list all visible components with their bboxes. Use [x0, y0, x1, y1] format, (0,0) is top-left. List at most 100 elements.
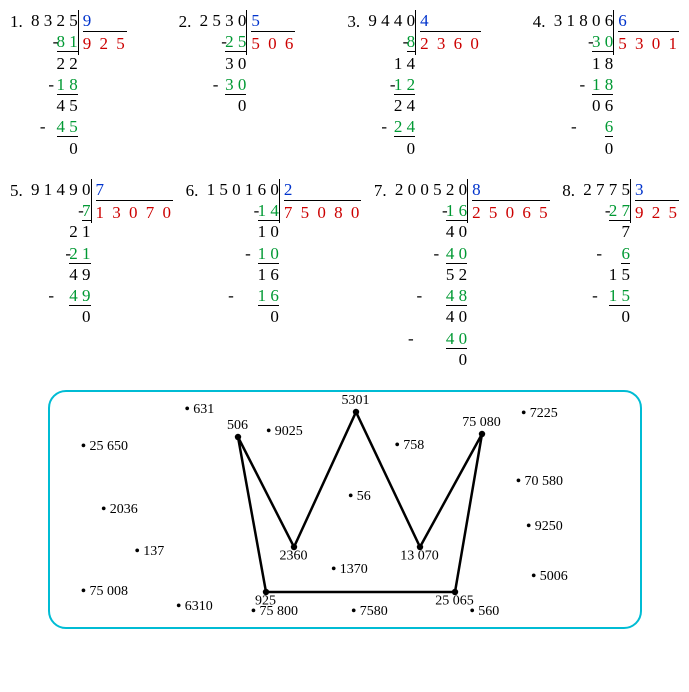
problem-number: 2. — [179, 10, 192, 32]
remainder-row: 4 5 — [27, 95, 78, 116]
quotient: 1 3 0 7 0 — [96, 200, 174, 223]
crown-point: 25 065 — [435, 593, 474, 609]
crown-point: 13 070 — [400, 548, 439, 564]
subtrahend-row: - 1 4 — [202, 200, 279, 221]
subtrahend-row: - 1 6 — [391, 200, 468, 221]
worksheet: 1. 8 3 2 5- 8 1 2 2- 1 8 4 5- 4 5 099 2 … — [10, 10, 679, 629]
problem-number: 3. — [347, 10, 360, 32]
dividend: 3 1 8 0 6 — [549, 10, 613, 31]
distractor-point: 6310 — [176, 599, 212, 615]
subtrahend-row: - 1 8 — [27, 74, 78, 95]
distractor-point: 25 650 — [81, 439, 128, 455]
crown-point: 925 — [255, 593, 276, 609]
division-work-column: 3 1 8 0 6- 3 0 1 8- 1 8 0 6- 6 0 — [549, 10, 613, 159]
remainder-row: 1 8 — [549, 53, 613, 74]
remainder-row: 0 6 — [549, 95, 613, 116]
divisor-quotient-column: 39 2 5 — [630, 179, 679, 224]
divisor: 9 — [83, 10, 127, 31]
problem: 5. 9 1 4 9 0- 7 2 1- 2 1 4 9- 4 9 071 3 … — [10, 179, 173, 370]
dividend: 9 4 4 0 — [364, 10, 415, 31]
distractor-point: 75 008 — [81, 584, 128, 600]
subtrahend-row: - 2 1 — [27, 243, 91, 264]
problem-number: 4. — [533, 10, 546, 32]
remainder-row: 0 — [549, 138, 613, 159]
divisor: 5 — [251, 10, 295, 31]
distractor-point: 137 — [135, 544, 164, 560]
subtrahend-row: - 1 8 — [549, 74, 613, 95]
problem-number: 8. — [562, 179, 575, 201]
problem-number: 6. — [186, 179, 199, 201]
divisor: 2 — [284, 179, 362, 200]
crown-point: 2360 — [280, 548, 308, 564]
problem: 4. 3 1 8 0 6- 3 0 1 8- 1 8 0 6- 6 065 3 … — [533, 10, 679, 159]
remainder-row: 0 — [27, 138, 78, 159]
distractor-point: 5006 — [531, 569, 567, 585]
subtrahend-row: - 4 8 — [391, 285, 468, 306]
crown-vertex-dot — [352, 409, 358, 415]
problems-row-2: 5. 9 1 4 9 0- 7 2 1- 2 1 4 9- 4 9 071 3 … — [10, 179, 679, 370]
problem: 7. 2 0 0 5 2 0- 1 6 4 0- 4 0 5 2- 4 8 4 … — [374, 179, 550, 370]
divisor-quotient-column: 65 3 0 1 — [613, 10, 679, 55]
subtrahend-row: - 1 0 — [202, 243, 279, 264]
connect-dots-box: 6319025758722525 65070 58056203692501371… — [48, 390, 642, 629]
subtrahend-row: - 1 2 — [364, 74, 415, 95]
divisor-quotient-column: 27 5 0 8 0 — [279, 179, 362, 224]
dividend: 2 0 0 5 2 0 — [391, 179, 468, 200]
problem-number: 1. — [10, 10, 23, 32]
remainder-row: 1 4 — [364, 53, 415, 74]
division-work-column: 2 7 7 5- 2 7 7- 6 1 5- 1 5 0 — [579, 179, 630, 328]
quotient: 7 5 0 8 0 — [284, 200, 362, 223]
crown-point: 5301 — [342, 393, 370, 409]
remainder-row: 2 1 — [27, 221, 91, 242]
remainder-row: 1 5 — [579, 264, 630, 285]
remainder-row: 3 0 — [195, 53, 246, 74]
divisor: 6 — [618, 10, 679, 31]
dividend: 2 5 3 0 — [195, 10, 246, 31]
subtrahend-row: - 8 1 — [27, 31, 78, 52]
subtrahend-row: - 2 5 — [195, 31, 246, 52]
division-work-column: 9 4 4 0- 8 1 4- 1 2 2 4- 2 4 0 — [364, 10, 415, 159]
subtrahend-row: - 4 0 — [391, 243, 468, 264]
remainder-row: 4 0 — [391, 221, 468, 242]
remainder-row: 0 — [579, 306, 630, 327]
distractor-point: 9025 — [266, 424, 302, 440]
division-work-column: 2 0 0 5 2 0- 1 6 4 0- 4 0 5 2- 4 8 4 0- … — [391, 179, 468, 370]
remainder-row: 5 2 — [391, 264, 468, 285]
distractor-point: 7225 — [521, 406, 557, 422]
remainder-row: 0 — [364, 138, 415, 159]
remainder-row: 0 — [195, 95, 246, 116]
divisor-quotient-column: 82 5 0 6 5 — [467, 179, 550, 224]
divisor-quotient-column: 71 3 0 7 0 — [91, 179, 174, 224]
subtrahend-row: - 1 6 — [202, 285, 279, 306]
division-work-column: 1 5 0 1 6 0- 1 4 1 0- 1 0 1 6- 1 6 0 — [202, 179, 279, 328]
dividend: 8 3 2 5 — [27, 10, 78, 31]
remainder-row: 0 — [27, 306, 91, 327]
quotient: 5 0 6 — [251, 31, 295, 54]
quotient: 2 3 6 0 — [420, 31, 481, 54]
problem: 2. 2 5 3 0- 2 5 3 0- 3 0 055 0 6 — [179, 10, 296, 159]
subtrahend-row: - 6 — [549, 116, 613, 137]
subtrahend-row: - 2 7 — [579, 200, 630, 221]
problem-number: 7. — [374, 179, 387, 201]
crown-point: 506 — [227, 418, 248, 434]
subtrahend-row: - 8 — [364, 31, 415, 52]
subtrahend-row: - 3 0 — [549, 31, 613, 52]
dividend: 1 5 0 1 6 0 — [202, 179, 279, 200]
dividend: 9 1 4 9 0 — [27, 179, 91, 200]
problem: 1. 8 3 2 5- 8 1 2 2- 1 8 4 5- 4 5 099 2 … — [10, 10, 127, 159]
divisor: 8 — [472, 179, 550, 200]
division-work-column: 9 1 4 9 0- 7 2 1- 2 1 4 9- 4 9 0 — [27, 179, 91, 328]
problems-row-1: 1. 8 3 2 5- 8 1 2 2- 1 8 4 5- 4 5 099 2 … — [10, 10, 679, 159]
divisor-quotient-column: 55 0 6 — [246, 10, 295, 55]
divisor-quotient-column: 42 3 6 0 — [415, 10, 481, 55]
remainder-row: 2 4 — [364, 95, 415, 116]
remainder-row: 0 — [202, 306, 279, 327]
subtrahend-row: - 7 — [27, 200, 91, 221]
remainder-row: 0 — [391, 349, 468, 370]
crown-polygon — [50, 392, 640, 627]
distractor-point: 758 — [395, 438, 424, 454]
divisor: 3 — [635, 179, 679, 200]
subtrahend-row: - 6 — [579, 243, 630, 264]
divisor: 7 — [96, 179, 174, 200]
remainder-row: 4 0 — [391, 306, 468, 327]
